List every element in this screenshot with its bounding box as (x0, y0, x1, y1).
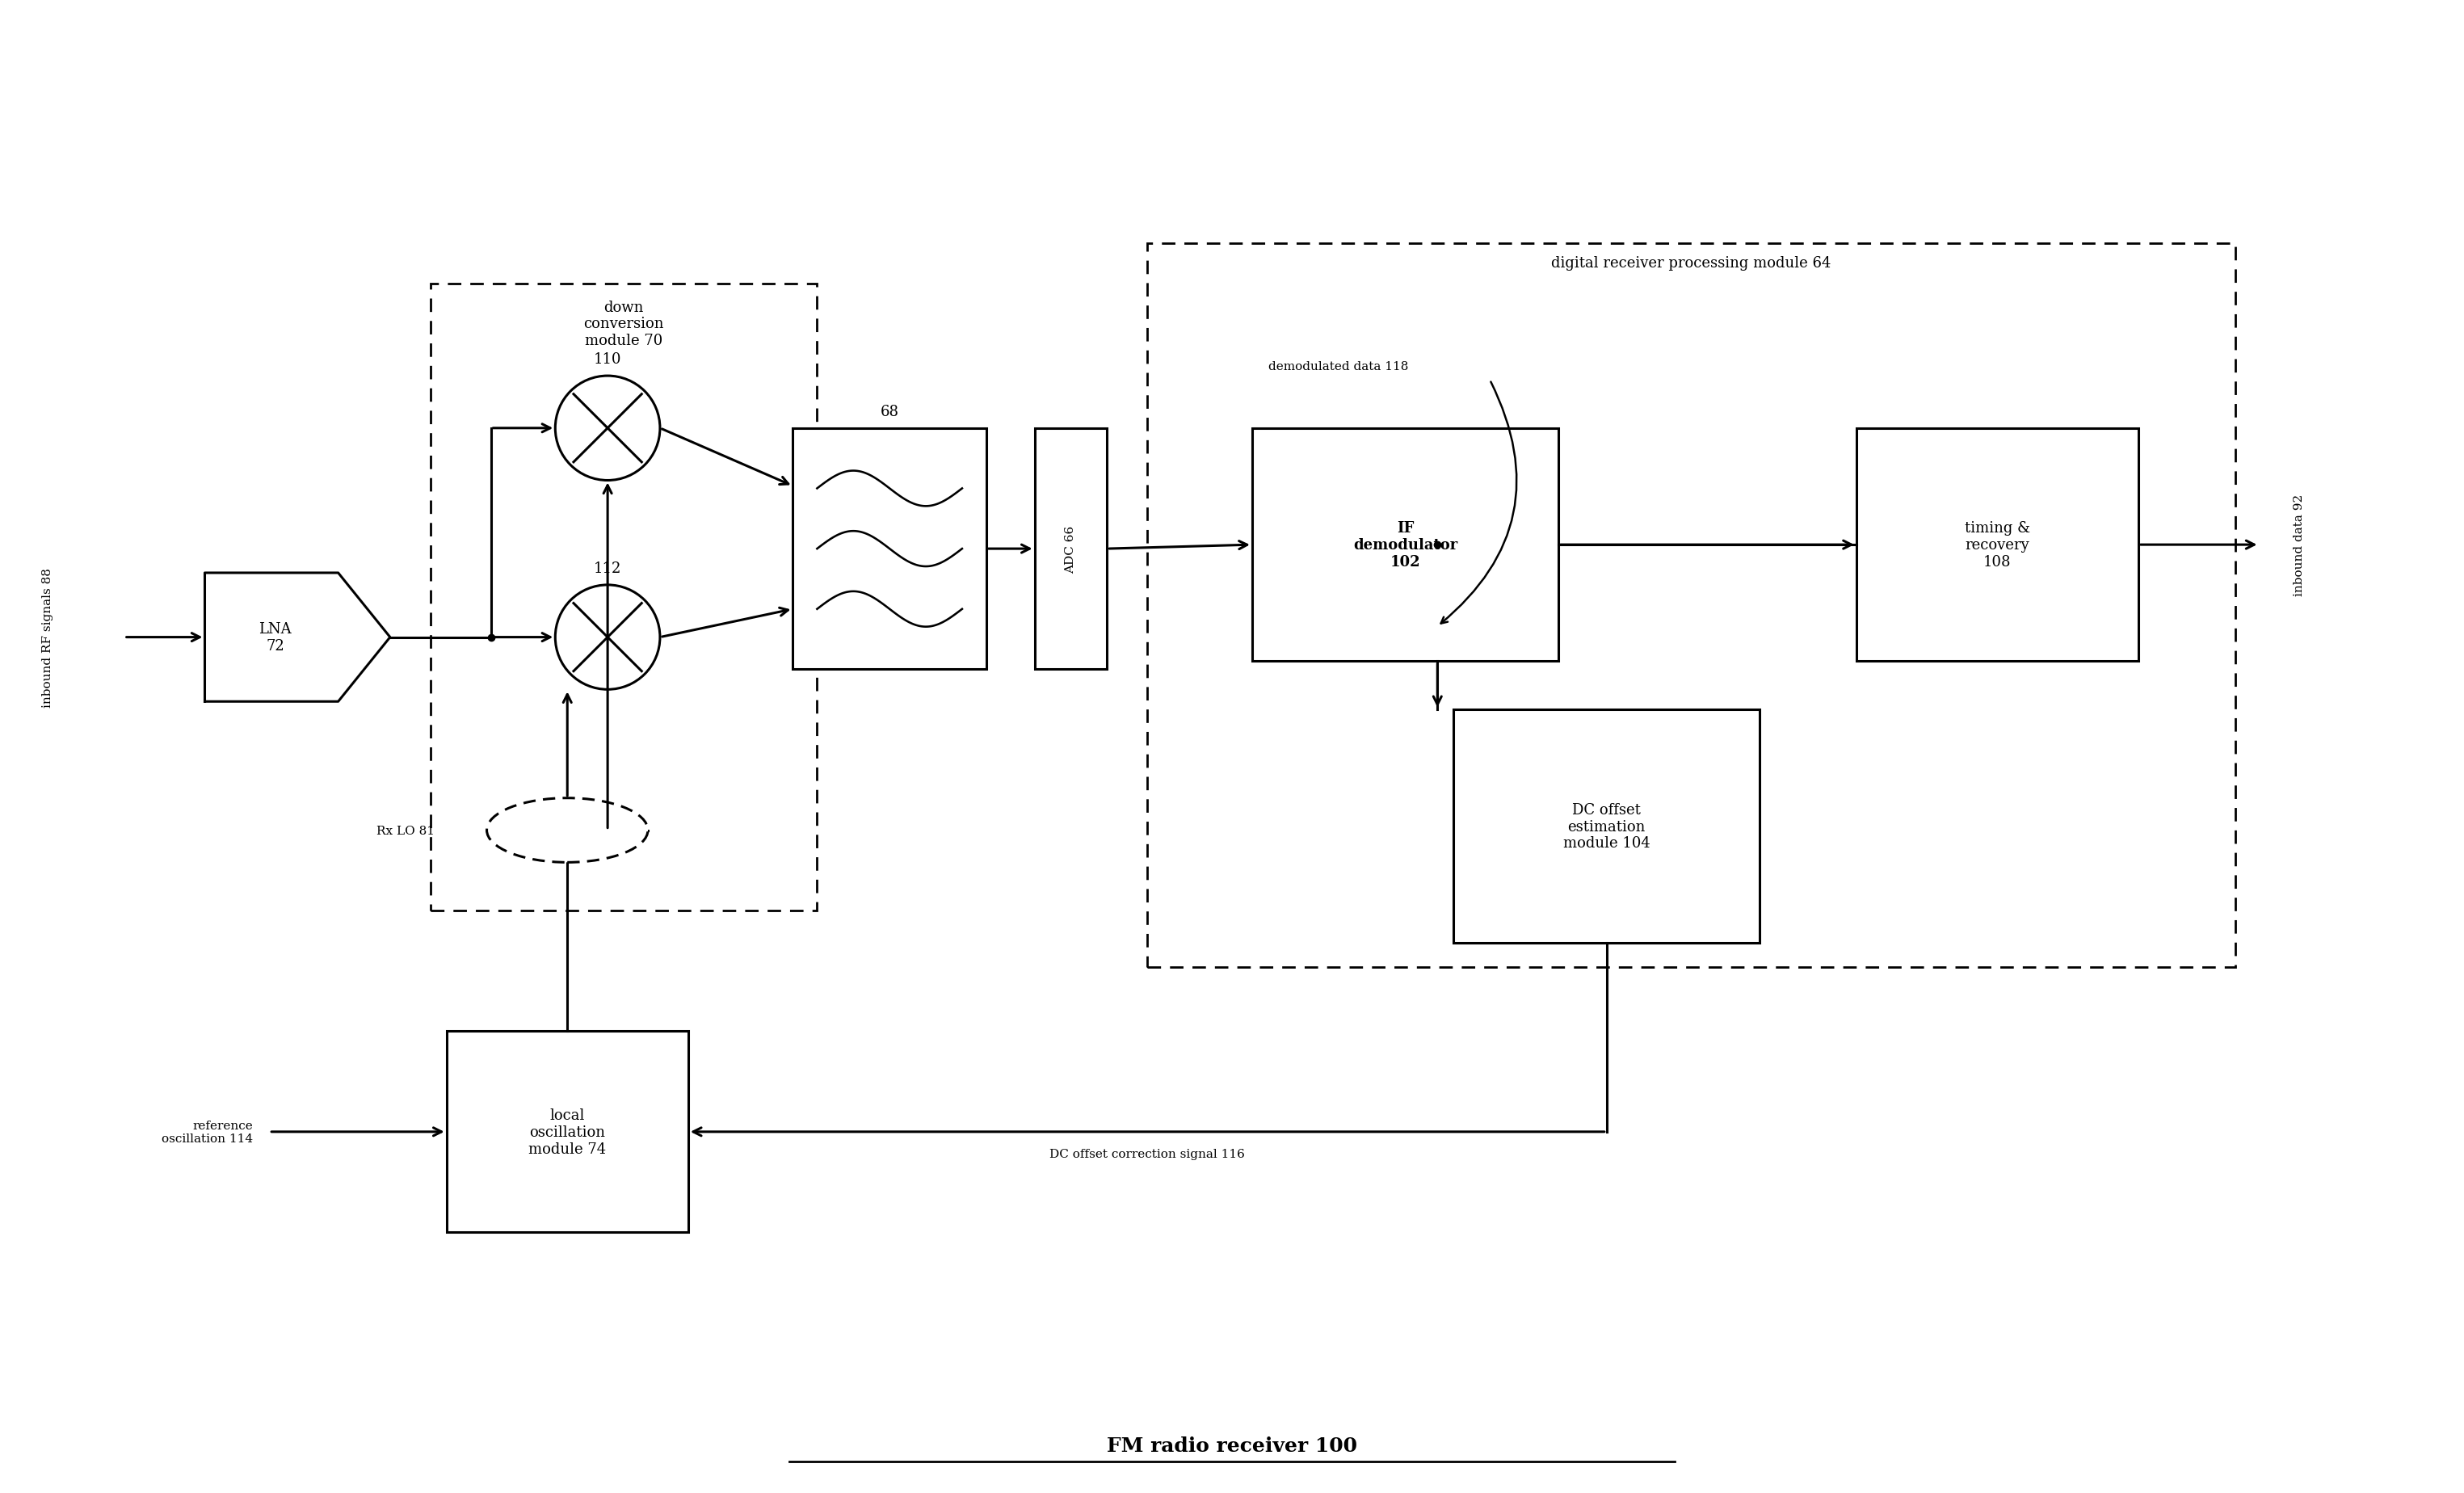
FancyBboxPatch shape (446, 1032, 687, 1232)
Text: IF
demodulator
102: IF demodulator 102 (1353, 521, 1456, 569)
FancyBboxPatch shape (1035, 428, 1106, 670)
Text: DC offset
estimation
module 104: DC offset estimation module 104 (1562, 802, 1651, 851)
Text: FM radio receiver 100: FM radio receiver 100 (1106, 1436, 1358, 1456)
Text: Rx LO 81: Rx LO 81 (377, 824, 434, 836)
Text: 110: 110 (594, 352, 621, 367)
Circle shape (554, 585, 660, 690)
Ellipse shape (488, 799, 648, 863)
Text: down
conversion
module 70: down conversion module 70 (584, 300, 663, 348)
Text: digital receiver processing module 64: digital receiver processing module 64 (1552, 255, 1831, 270)
Text: reference
oscillation 114: reference oscillation 114 (163, 1120, 254, 1144)
FancyBboxPatch shape (793, 428, 986, 670)
Text: local
oscillation
module 74: local oscillation module 74 (527, 1108, 606, 1156)
Text: DC offset correction signal 116: DC offset correction signal 116 (1050, 1148, 1244, 1160)
Text: ADC 66: ADC 66 (1064, 526, 1077, 573)
Text: 112: 112 (594, 561, 621, 576)
Polygon shape (205, 573, 389, 702)
Text: LNA
72: LNA 72 (259, 623, 291, 654)
Text: timing &
recovery
108: timing & recovery 108 (1964, 521, 2030, 569)
Text: inbound RF sig​nals 88: inbound RF sig​nals 88 (42, 567, 54, 708)
Text: inbound data 92: inbound data 92 (2294, 494, 2306, 596)
Text: 68: 68 (880, 405, 899, 420)
FancyBboxPatch shape (1855, 428, 2139, 661)
FancyBboxPatch shape (1252, 428, 1557, 661)
FancyBboxPatch shape (1454, 711, 1759, 944)
Text: demodulated data 118: demodulated data 118 (1269, 361, 1409, 372)
Circle shape (554, 376, 660, 481)
